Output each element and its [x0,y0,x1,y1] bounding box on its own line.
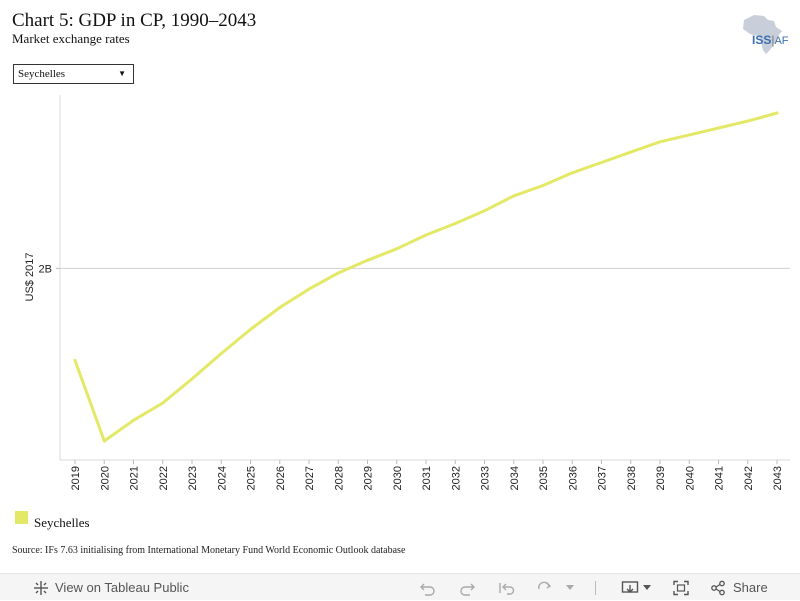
data-point[interactable] [249,327,252,331]
y-tick-label: 2B [39,263,52,275]
data-point[interactable] [483,209,486,213]
africa-map-icon [743,15,782,54]
data-point[interactable] [746,119,750,123]
legend-swatch-seychelles [15,511,28,524]
data-point[interactable] [512,194,516,198]
logo-text: ISS|AF [752,33,789,47]
tableau-logo-icon [34,580,48,595]
share-icon [711,580,725,595]
data-point[interactable] [366,258,369,262]
data-point[interactable] [570,171,574,175]
data-point[interactable] [424,233,428,237]
x-tick-label: 2039 [655,466,667,490]
undo-button[interactable] [419,574,437,601]
x-tick-label: 2030 [392,466,404,490]
iss-africa-logo [738,12,800,56]
x-tick-label: 2031 [421,466,433,490]
undo-icon [420,583,435,596]
chart-title: Chart 5: GDP in CP, 1990–2043 [12,10,257,31]
toolbar-divider [595,581,596,595]
y-axis-label: US$ 2017 [24,253,36,302]
data-point[interactable] [775,111,779,115]
x-tick-label: 2026 [275,466,287,490]
data-point[interactable] [307,287,311,291]
data-point[interactable] [600,161,603,164]
share-label: Share [733,580,768,595]
line-chart: US$ 2017 2B 2019 2020 2021 2022 2023 2024 2025… [24,95,790,490]
x-tick-label: 2033 [480,466,492,490]
x-tick-label: 2023 [187,466,199,490]
data-point[interactable] [132,418,135,422]
x-tick-label: 2025 [246,466,258,490]
download-button[interactable] [621,574,651,601]
tableau-footer-bar: View on Tableau Public [0,573,800,600]
data-point[interactable] [190,377,194,381]
source-note: Source: IFs 7.63 initialising from Inter… [12,545,406,556]
chevron-down-icon [643,584,651,590]
refresh-icon [538,581,552,589]
fullscreen-icon [673,580,689,595]
refresh-button[interactable] [536,574,554,601]
chevron-down-icon: ▼ [118,69,126,78]
fullscreen-button[interactable] [672,574,690,601]
x-tick-label: 2042 [743,466,755,490]
data-point[interactable] [278,306,282,309]
x-tick-label: 2041 [714,466,726,490]
data-point[interactable] [687,133,691,137]
x-tick-label: 2035 [538,466,550,490]
x-tick-label: 2038 [626,466,638,490]
data-point[interactable] [336,271,340,275]
x-tick-label: 2028 [333,466,345,490]
chevron-down-icon [566,584,574,590]
x-tick-label: 2034 [509,466,521,490]
x-tick-label: 2022 [158,466,170,490]
country-filter-dropdown[interactable]: Seychelles ▼ [13,64,134,84]
chart-subtitle: Market exchange rates [12,31,130,46]
data-point[interactable] [161,401,165,405]
x-tick-label: 2027 [304,466,316,490]
x-tick-label: 2040 [684,466,696,490]
view-on-tableau-link[interactable]: View on Tableau Public [33,574,189,601]
redo-button[interactable] [458,574,476,601]
x-tick-label: 2037 [597,466,609,490]
view-on-tableau-label: View on Tableau Public [55,580,189,595]
x-tick-label: 2021 [129,466,141,490]
data-point[interactable] [73,358,77,362]
x-tick-label: 2032 [450,466,462,490]
data-point[interactable] [541,184,545,187]
data-point[interactable] [658,140,662,144]
x-tick-label: 2019 [70,466,82,490]
x-tick-label: 2024 [216,466,228,490]
data-point[interactable] [629,150,633,154]
x-tick-label: 2043 [772,466,784,490]
series-line-seychelles[interactable] [73,111,779,443]
data-point[interactable] [453,222,457,225]
revert-button[interactable] [498,574,516,601]
legend-label-seychelles: Seychelles [34,515,90,530]
data-point[interactable] [717,126,720,130]
revert-icon [499,582,515,595]
dropdown-selected-value: Seychelles [18,68,66,80]
refresh-options-dropdown[interactable] [566,574,574,601]
data-point[interactable] [102,439,106,443]
x-tick-label: 2029 [363,466,375,490]
share-button[interactable]: Share [710,574,768,601]
x-tick-label: 2036 [567,466,579,490]
redo-icon [460,583,475,596]
x-tick-label: 2020 [99,466,111,490]
data-point[interactable] [219,352,223,355]
download-icon [621,580,639,593]
data-point[interactable] [395,247,399,251]
